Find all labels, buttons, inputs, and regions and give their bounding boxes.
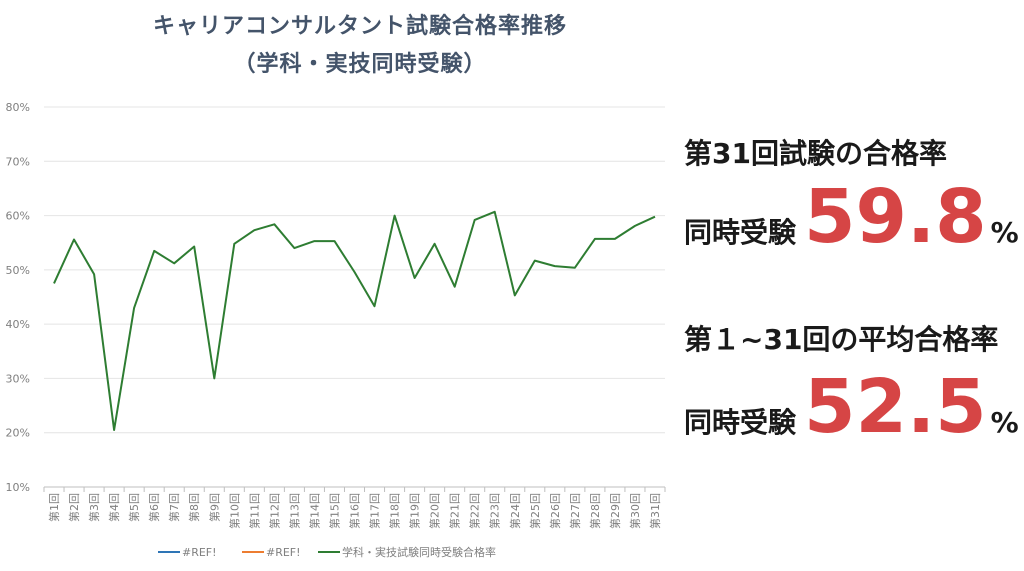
x-tick-label: 第6回	[147, 493, 161, 522]
x-tick-label: 第14回	[307, 493, 321, 529]
latest-rate-value: 59.8	[804, 174, 987, 260]
average-rate-unit: %	[990, 406, 1019, 439]
x-tick-label: 第3回	[87, 493, 101, 522]
y-tick-label: 50%	[6, 264, 30, 277]
legend-label: #REF!	[182, 546, 217, 559]
x-tick-label: 第25回	[528, 493, 542, 529]
chart-title-line1: キャリアコンサルタント試験合格率推移	[152, 14, 567, 39]
x-tick-label: 第18回	[388, 493, 402, 529]
y-tick-label: 20%	[6, 427, 30, 440]
x-tick-label: 第20回	[428, 493, 442, 529]
x-tick-label: 第11回	[247, 493, 261, 529]
x-tick-label: 第13回	[287, 493, 301, 529]
line-chart: 80%70%60%50%40%30%20%10%第1回 第2回 第3回 第4回 第5回第…	[6, 101, 666, 559]
series-line	[53, 210, 656, 431]
x-tick-label: 第15回	[327, 493, 341, 529]
chart-title-line2: （学科・実技同時受験）	[233, 52, 487, 77]
x-tick-label: 第30回	[628, 493, 642, 529]
average-rate-row: 同時受験 52.5 %	[684, 370, 1019, 444]
x-tick-label: 第26回	[548, 493, 562, 529]
latest-rate-label: 同時受験	[684, 216, 797, 249]
x-tick-label: 第9回	[207, 493, 221, 522]
x-tick-label: 第10回	[227, 493, 241, 529]
x-tick-label: 第17回	[368, 493, 382, 529]
x-tick-label: 第2回	[67, 493, 81, 522]
y-tick-label: 70%	[6, 155, 30, 168]
x-tick-label: 第29回	[608, 493, 622, 529]
x-tick-label: 第27回	[568, 493, 582, 529]
x-tick-label: 第19回	[408, 493, 422, 529]
y-tick-label: 10%	[6, 481, 30, 494]
x-tick-label: 第8回	[187, 493, 201, 522]
x-tick-label: 第21回	[448, 493, 462, 529]
x-tick-label: 第31回	[648, 493, 662, 529]
x-tick-label: 第5回	[127, 493, 141, 522]
latest-rate-row: 同時受験 59.8 %	[684, 180, 1019, 254]
legend-label: 学科・実技試験同時受験合格率	[342, 545, 496, 559]
x-tick-label: 第16回	[348, 493, 362, 529]
average-rate-label: 同時受験	[684, 406, 797, 439]
x-tick-label: 第1回	[47, 493, 61, 522]
chart-title: キャリアコンサルタント試験合格率推移 （学科・実技同時受験）	[40, 8, 680, 84]
y-tick-label: 60%	[6, 210, 30, 223]
latest-rate-unit: %	[990, 216, 1019, 249]
x-tick-label: 第23回	[488, 493, 502, 529]
legend-label: #REF!	[266, 546, 301, 559]
x-tick-label: 第24回	[508, 493, 522, 529]
x-tick-label: 第12回	[267, 493, 281, 529]
x-tick-label: 第22回	[468, 493, 482, 529]
y-tick-label: 40%	[6, 318, 30, 331]
x-tick-label: 第28回	[588, 493, 602, 529]
average-rate-value: 52.5	[804, 364, 987, 450]
y-tick-label: 30%	[6, 372, 30, 385]
latest-rate-heading: 第31回試験の合格率	[684, 137, 947, 170]
average-rate-heading: 第１~31回の平均合格率	[684, 323, 999, 356]
x-tick-label: 第7回	[167, 493, 181, 522]
x-tick-label: 第4回	[107, 493, 121, 522]
y-tick-label: 80%	[6, 101, 30, 114]
